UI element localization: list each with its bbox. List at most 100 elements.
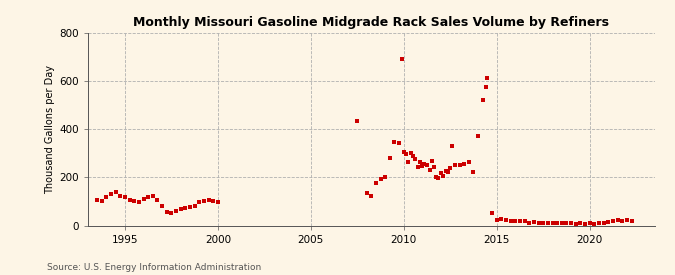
Point (472, 134, 483, 138)
Point (510, 219, 520, 224)
Point (203, 197, 214, 202)
Point (514, 218, 525, 223)
Point (152, 197, 163, 202)
Point (561, 221, 572, 225)
Point (110, 190, 121, 194)
Point (580, 221, 591, 226)
Point (208, 199, 219, 203)
Point (412, 165, 423, 169)
Point (375, 177, 386, 182)
Point (440, 169, 451, 173)
Point (417, 164, 428, 168)
Point (189, 204, 200, 208)
Point (371, 181, 381, 185)
Point (575, 221, 586, 225)
Point (445, 166, 456, 171)
Point (626, 219, 637, 224)
Point (519, 219, 530, 224)
Point (431, 175, 441, 179)
Point (143, 195, 154, 199)
Point (184, 205, 195, 209)
Point (406, 151, 416, 155)
Point (397, 57, 408, 61)
Point (198, 199, 209, 203)
Point (491, 218, 502, 222)
Point (435, 171, 446, 175)
Point (543, 221, 554, 225)
Point (506, 219, 516, 224)
Point (403, 160, 414, 165)
Title: Monthly Missouri Gasoline Midgrade Rack Sales Volume by Refiners: Monthly Missouri Gasoline Midgrade Rack … (133, 16, 610, 29)
Point (450, 163, 460, 167)
Point (410, 157, 421, 161)
Point (454, 163, 465, 167)
Point (593, 221, 604, 225)
Point (425, 167, 435, 172)
Point (398, 149, 409, 154)
Point (428, 165, 439, 169)
Point (480, 84, 491, 89)
Point (389, 140, 400, 144)
Point (529, 220, 539, 224)
Point (176, 207, 186, 211)
Point (119, 195, 130, 199)
Point (566, 221, 576, 225)
Point (496, 217, 507, 221)
Point (161, 210, 172, 214)
Point (427, 159, 437, 163)
Point (180, 206, 191, 210)
Point (97, 199, 107, 203)
Point (408, 154, 418, 159)
Point (400, 152, 411, 156)
Point (105, 191, 116, 196)
Point (524, 220, 535, 225)
Point (157, 204, 167, 208)
Point (194, 200, 205, 204)
Point (213, 200, 223, 204)
Point (385, 155, 396, 160)
Point (589, 221, 599, 226)
Point (380, 175, 391, 179)
Point (459, 161, 470, 166)
Point (166, 211, 177, 215)
Point (414, 160, 425, 165)
Point (617, 218, 628, 223)
Point (101, 195, 112, 199)
Point (464, 160, 475, 165)
Point (92, 197, 103, 202)
Point (418, 161, 429, 166)
Point (551, 221, 562, 225)
Point (366, 194, 377, 198)
Point (598, 220, 609, 225)
Point (547, 220, 558, 225)
Point (612, 218, 623, 222)
Point (487, 211, 497, 215)
Point (361, 190, 372, 195)
Point (115, 194, 126, 198)
Point (533, 220, 544, 225)
Point (124, 197, 135, 202)
Point (482, 76, 493, 80)
Point (622, 218, 632, 222)
Point (603, 220, 614, 224)
Y-axis label: Thousand Gallons per Day: Thousand Gallons per Day (45, 65, 55, 194)
Point (477, 98, 488, 102)
Point (585, 221, 595, 225)
Point (608, 219, 618, 224)
Point (422, 163, 433, 167)
Point (129, 199, 140, 204)
Point (556, 220, 567, 225)
Point (138, 196, 149, 201)
Point (171, 208, 182, 213)
Text: Source: U.S. Energy Information Administration: Source: U.S. Energy Information Administ… (47, 263, 261, 272)
Point (501, 218, 512, 222)
Point (538, 220, 549, 225)
Point (437, 174, 448, 178)
Point (147, 194, 158, 198)
Point (468, 170, 479, 174)
Point (134, 200, 144, 204)
Point (443, 170, 454, 174)
Point (352, 119, 362, 123)
Point (447, 143, 458, 148)
Point (433, 176, 443, 180)
